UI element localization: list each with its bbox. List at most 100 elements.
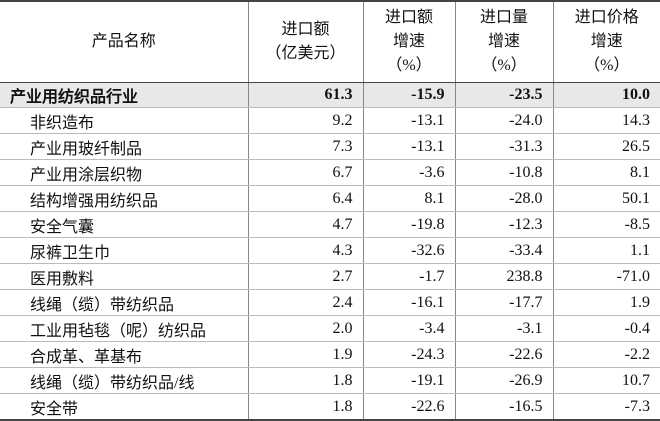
value-cell: -0.4 — [553, 316, 660, 342]
value-cell: 10.0 — [553, 83, 660, 108]
value-cell: -31.3 — [455, 134, 553, 160]
value-cell: 61.3 — [248, 83, 363, 108]
value-cell: -16.1 — [363, 290, 455, 316]
value-cell: 4.7 — [248, 212, 363, 238]
value-cell: 2.7 — [248, 264, 363, 290]
value-cell: 8.1 — [553, 160, 660, 186]
value-cell: -24.0 — [455, 108, 553, 134]
product-name: 非织造布 — [0, 108, 248, 134]
value-cell: -13.1 — [363, 134, 455, 160]
value-cell: -28.0 — [455, 186, 553, 212]
value-cell: -71.0 — [553, 264, 660, 290]
product-name: 线绳（缆）带纺织品 — [0, 290, 248, 316]
header-text: 产品名称 — [0, 30, 248, 54]
value-cell: -24.3 — [363, 342, 455, 368]
product-name: 产业用纺织品行业 — [0, 83, 248, 108]
header-cell: 进口额增速（%） — [363, 1, 455, 83]
header-row: 产品名称进口额（亿美元）进口额增速（%）进口量增速（%）进口价格增速（%） — [0, 1, 660, 83]
value-cell: 14.3 — [553, 108, 660, 134]
header-cell: 进口量增速（%） — [455, 1, 553, 83]
value-cell: 1.9 — [248, 342, 363, 368]
header-cell: 进口额（亿美元） — [248, 1, 363, 83]
header-text: 进口价格 — [554, 6, 660, 30]
value-cell: -8.5 — [553, 212, 660, 238]
header-text: （%） — [364, 54, 455, 78]
value-cell: -7.3 — [553, 394, 660, 421]
value-cell: 10.7 — [553, 368, 660, 394]
value-cell: -12.3 — [455, 212, 553, 238]
value-cell: 7.3 — [248, 134, 363, 160]
value-cell: -19.1 — [363, 368, 455, 394]
value-cell: 6.7 — [248, 160, 363, 186]
product-name: 合成革、革基布 — [0, 342, 248, 368]
value-cell: 238.8 — [455, 264, 553, 290]
value-cell: -32.6 — [363, 238, 455, 264]
value-cell: -10.8 — [455, 160, 553, 186]
value-cell: -3.6 — [363, 160, 455, 186]
header-text: 增速 — [456, 30, 553, 54]
product-name: 结构增强用纺织品 — [0, 186, 248, 212]
value-cell: 1.8 — [248, 368, 363, 394]
value-cell: -22.6 — [363, 394, 455, 421]
header-text: 进口额 — [364, 6, 455, 30]
value-cell: -3.1 — [455, 316, 553, 342]
value-cell: -2.2 — [553, 342, 660, 368]
header-text: 增速 — [554, 30, 660, 54]
header-cell: 产品名称 — [0, 1, 248, 83]
value-cell: 1.8 — [248, 394, 363, 421]
product-name: 安全带 — [0, 394, 248, 421]
value-cell: -17.7 — [455, 290, 553, 316]
product-name: 工业用毡毯（呢）纺织品 — [0, 316, 248, 342]
product-name: 尿裤卫生巾 — [0, 238, 248, 264]
table-header: 产品名称进口额（亿美元）进口额增速（%）进口量增速（%）进口价格增速（%） — [0, 1, 660, 83]
value-cell: 8.1 — [363, 186, 455, 212]
header-text: 进口额 — [249, 18, 363, 42]
product-name: 线绳（缆）带纺织品/线 — [0, 368, 248, 394]
value-cell: -19.8 — [363, 212, 455, 238]
value-cell: 9.2 — [248, 108, 363, 134]
product-name: 安全气囊 — [0, 212, 248, 238]
value-cell: 4.3 — [248, 238, 363, 264]
value-cell: 26.5 — [553, 134, 660, 160]
value-cell: 1.1 — [553, 238, 660, 264]
header-text: （%） — [456, 54, 553, 78]
value-cell: 50.1 — [553, 186, 660, 212]
header-text: 增速 — [364, 30, 455, 54]
value-cell: -1.7 — [363, 264, 455, 290]
value-cell: 2.0 — [248, 316, 363, 342]
value-cell: 6.4 — [248, 186, 363, 212]
value-cell: -16.5 — [455, 394, 553, 421]
value-cell: -23.5 — [455, 83, 553, 108]
value-cell: -33.4 — [455, 238, 553, 264]
value-cell: 2.4 — [248, 290, 363, 316]
product-name: 产业用涂层织物 — [0, 160, 248, 186]
value-cell: 1.9 — [553, 290, 660, 316]
header-text: （亿美元） — [249, 42, 363, 66]
value-cell: -3.4 — [363, 316, 455, 342]
product-name: 产业用玻纤制品 — [0, 134, 248, 160]
value-cell: -15.9 — [363, 83, 455, 108]
value-cell: -26.9 — [455, 368, 553, 394]
header-text: （%） — [554, 54, 660, 78]
product-name: 医用敷料 — [0, 264, 248, 290]
header-text: 进口量 — [456, 6, 553, 30]
header-cell: 进口价格增速（%） — [553, 1, 660, 83]
value-cell: -13.1 — [363, 108, 455, 134]
value-cell: -22.6 — [455, 342, 553, 368]
